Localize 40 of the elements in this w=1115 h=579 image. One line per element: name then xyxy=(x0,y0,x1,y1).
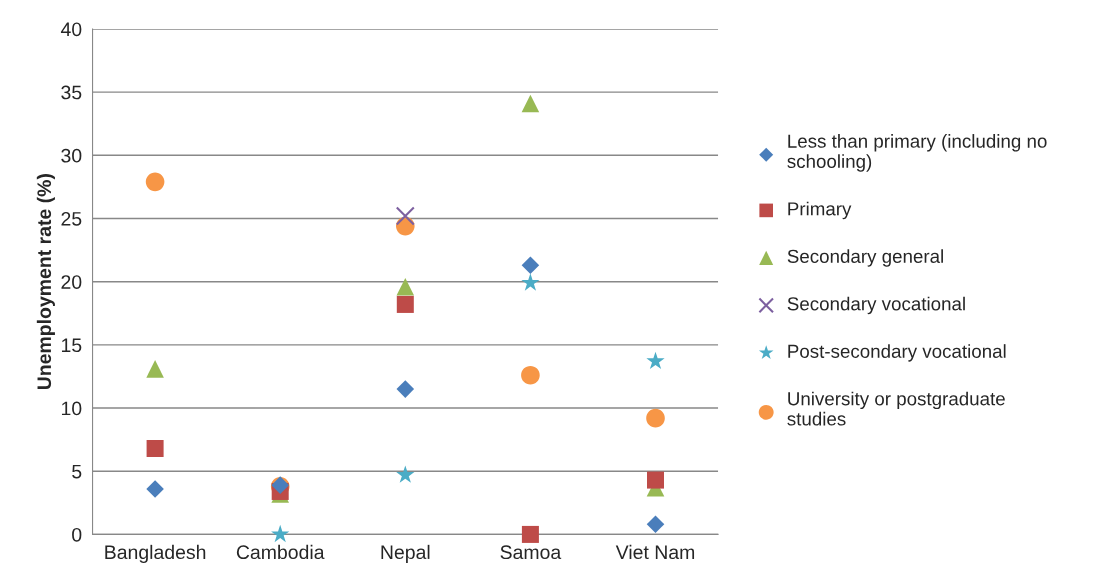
x-tick-label: Viet Nam xyxy=(615,544,695,560)
point xyxy=(396,380,415,398)
point xyxy=(521,256,540,275)
y-tick-label: 5 xyxy=(72,464,82,479)
legend-label: University or postgraduate studies xyxy=(787,391,1005,426)
point xyxy=(396,295,414,313)
y-tick-label: 25 xyxy=(61,211,82,226)
y-tick-label: 40 xyxy=(60,22,82,37)
legend-label: Post-secondary vocational xyxy=(788,344,1006,362)
y-tick-label: 0 xyxy=(72,527,82,542)
point xyxy=(521,273,540,291)
y-tick-label: 35 xyxy=(61,85,82,100)
point xyxy=(395,206,415,226)
point xyxy=(647,471,665,489)
point xyxy=(146,480,164,498)
point xyxy=(146,360,164,378)
point xyxy=(396,465,415,483)
legend-label: Primary xyxy=(788,201,852,220)
legend-label: Less than primary (including no schooling) xyxy=(787,134,1047,172)
x-tick-label: Bangladesh xyxy=(105,544,206,563)
point xyxy=(646,515,665,534)
x-tick-label: Nepal xyxy=(381,544,430,563)
point xyxy=(646,408,665,428)
y-tick-label: 30 xyxy=(61,148,82,163)
point xyxy=(521,94,540,113)
y-tick-label: 15 xyxy=(61,338,82,353)
point xyxy=(271,524,290,543)
point xyxy=(521,525,539,543)
y-axis-title: Unemployment rate (%) xyxy=(36,174,55,390)
point xyxy=(396,277,415,296)
point xyxy=(521,365,540,385)
point xyxy=(145,172,165,192)
x-tick-label: Samoa xyxy=(500,545,562,560)
x-tick-label: Cambodia xyxy=(236,544,325,560)
legend-label: Secondary general xyxy=(787,249,943,267)
y-tick-label: 20 xyxy=(61,275,82,289)
point xyxy=(646,351,665,370)
legend-label: Secondary vocational xyxy=(787,296,965,315)
y-tick-label: 10 xyxy=(61,401,82,416)
point xyxy=(146,439,164,457)
